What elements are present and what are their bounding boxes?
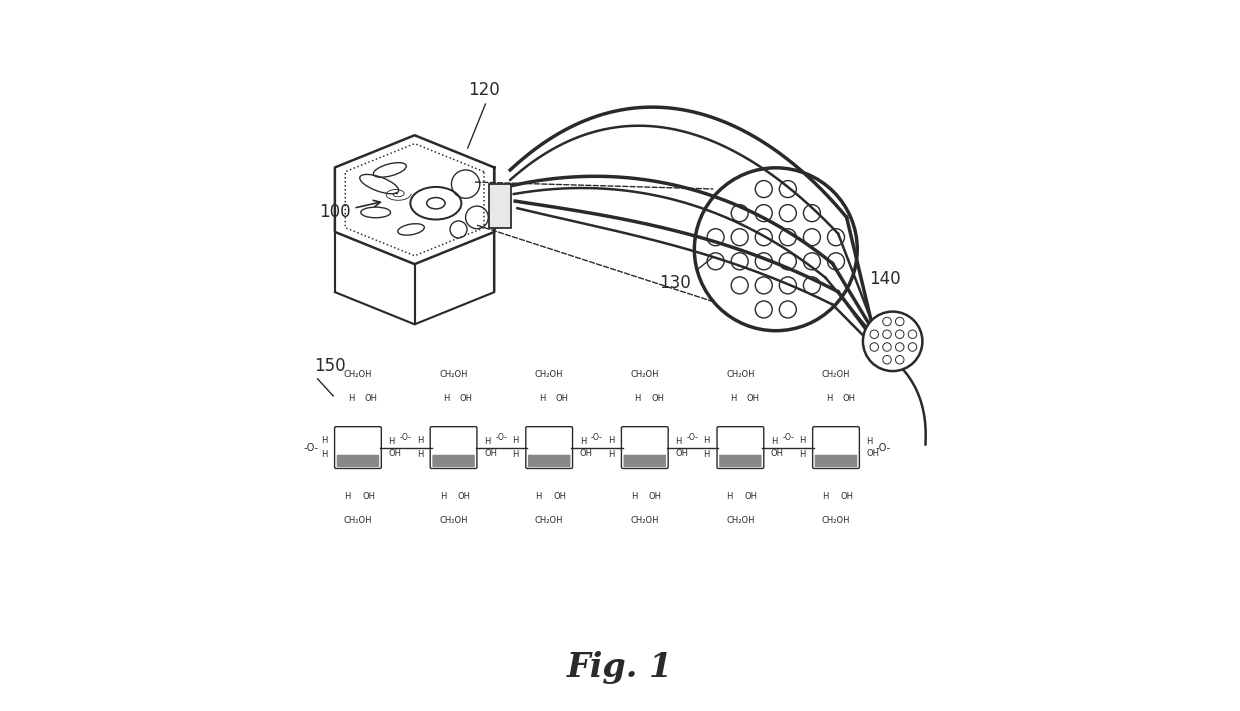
Text: H: H <box>727 492 733 501</box>
Text: CH₂OH: CH₂OH <box>630 370 658 380</box>
FancyBboxPatch shape <box>719 455 761 467</box>
Text: -O-: -O- <box>304 442 319 453</box>
Text: -O-: -O- <box>399 433 412 442</box>
Text: OH: OH <box>841 492 853 501</box>
Text: H: H <box>826 394 832 403</box>
Text: H: H <box>536 492 542 501</box>
Text: 150: 150 <box>314 358 346 375</box>
Text: CH₂OH: CH₂OH <box>727 370 755 380</box>
FancyBboxPatch shape <box>717 427 764 469</box>
Text: H: H <box>730 394 737 403</box>
Text: CH₂OH: CH₂OH <box>343 515 372 525</box>
Text: OH: OH <box>365 394 377 403</box>
Text: OH: OH <box>746 394 760 403</box>
Text: H: H <box>631 492 637 501</box>
Text: CH₂OH: CH₂OH <box>439 370 467 380</box>
Text: H: H <box>512 450 518 459</box>
Text: 100: 100 <box>319 201 381 221</box>
FancyBboxPatch shape <box>433 455 475 467</box>
Text: OH: OH <box>458 492 471 501</box>
Text: H: H <box>321 436 327 445</box>
Text: -O-: -O- <box>875 442 890 453</box>
Text: -O-: -O- <box>496 433 507 442</box>
FancyBboxPatch shape <box>337 455 379 467</box>
FancyBboxPatch shape <box>335 427 382 469</box>
Text: CH₂OH: CH₂OH <box>822 515 851 525</box>
Text: OH: OH <box>651 394 665 403</box>
Text: H: H <box>484 437 490 447</box>
Text: OH: OH <box>484 449 497 458</box>
Text: H: H <box>443 394 450 403</box>
Text: H: H <box>321 450 327 459</box>
Text: H: H <box>345 492 351 501</box>
FancyBboxPatch shape <box>489 184 511 228</box>
Text: -O-: -O- <box>591 433 603 442</box>
Text: H: H <box>822 492 828 501</box>
Text: H: H <box>799 450 806 459</box>
Text: 120: 120 <box>469 81 500 99</box>
Text: -O-: -O- <box>782 433 794 442</box>
FancyBboxPatch shape <box>528 455 570 467</box>
Text: H: H <box>579 437 587 447</box>
Text: H: H <box>799 436 806 445</box>
Text: OH: OH <box>842 394 856 403</box>
Text: CH₂OH: CH₂OH <box>439 515 467 525</box>
Circle shape <box>863 311 923 371</box>
Text: OH: OH <box>649 492 662 501</box>
Text: 140: 140 <box>869 270 901 288</box>
Text: OH: OH <box>460 394 472 403</box>
Text: CH₂OH: CH₂OH <box>343 370 372 380</box>
FancyBboxPatch shape <box>430 427 477 469</box>
Text: CH₂OH: CH₂OH <box>727 515 755 525</box>
FancyBboxPatch shape <box>815 455 857 467</box>
Text: H: H <box>608 436 614 445</box>
Text: OH: OH <box>771 449 784 458</box>
Text: Fig. 1: Fig. 1 <box>567 651 673 683</box>
Text: CH₂OH: CH₂OH <box>534 370 563 380</box>
Text: CH₂OH: CH₂OH <box>822 370 851 380</box>
Text: OH: OH <box>579 449 593 458</box>
Text: OH: OH <box>676 449 688 458</box>
FancyBboxPatch shape <box>812 427 859 469</box>
Text: 130: 130 <box>660 274 691 292</box>
Text: OH: OH <box>362 492 374 501</box>
Text: H: H <box>676 437 682 447</box>
FancyBboxPatch shape <box>526 427 573 469</box>
Text: H: H <box>512 436 518 445</box>
Text: H: H <box>608 450 614 459</box>
Text: H: H <box>635 394 641 403</box>
Text: -O-: -O- <box>687 433 698 442</box>
Text: OH: OH <box>388 449 402 458</box>
Text: OH: OH <box>556 394 568 403</box>
Text: H: H <box>867 437 873 447</box>
Text: OH: OH <box>553 492 567 501</box>
Text: H: H <box>388 437 394 447</box>
Text: H: H <box>417 450 423 459</box>
Text: CH₂OH: CH₂OH <box>534 515 563 525</box>
Text: H: H <box>771 437 777 447</box>
Text: OH: OH <box>744 492 758 501</box>
Text: H: H <box>703 436 711 445</box>
FancyBboxPatch shape <box>621 427 668 469</box>
Text: H: H <box>347 394 355 403</box>
Text: OH: OH <box>867 449 879 458</box>
Text: H: H <box>417 436 423 445</box>
FancyBboxPatch shape <box>624 455 666 467</box>
Text: CH₂OH: CH₂OH <box>630 515 658 525</box>
Text: H: H <box>539 394 546 403</box>
Text: H: H <box>440 492 446 501</box>
Text: H: H <box>703 450 711 459</box>
